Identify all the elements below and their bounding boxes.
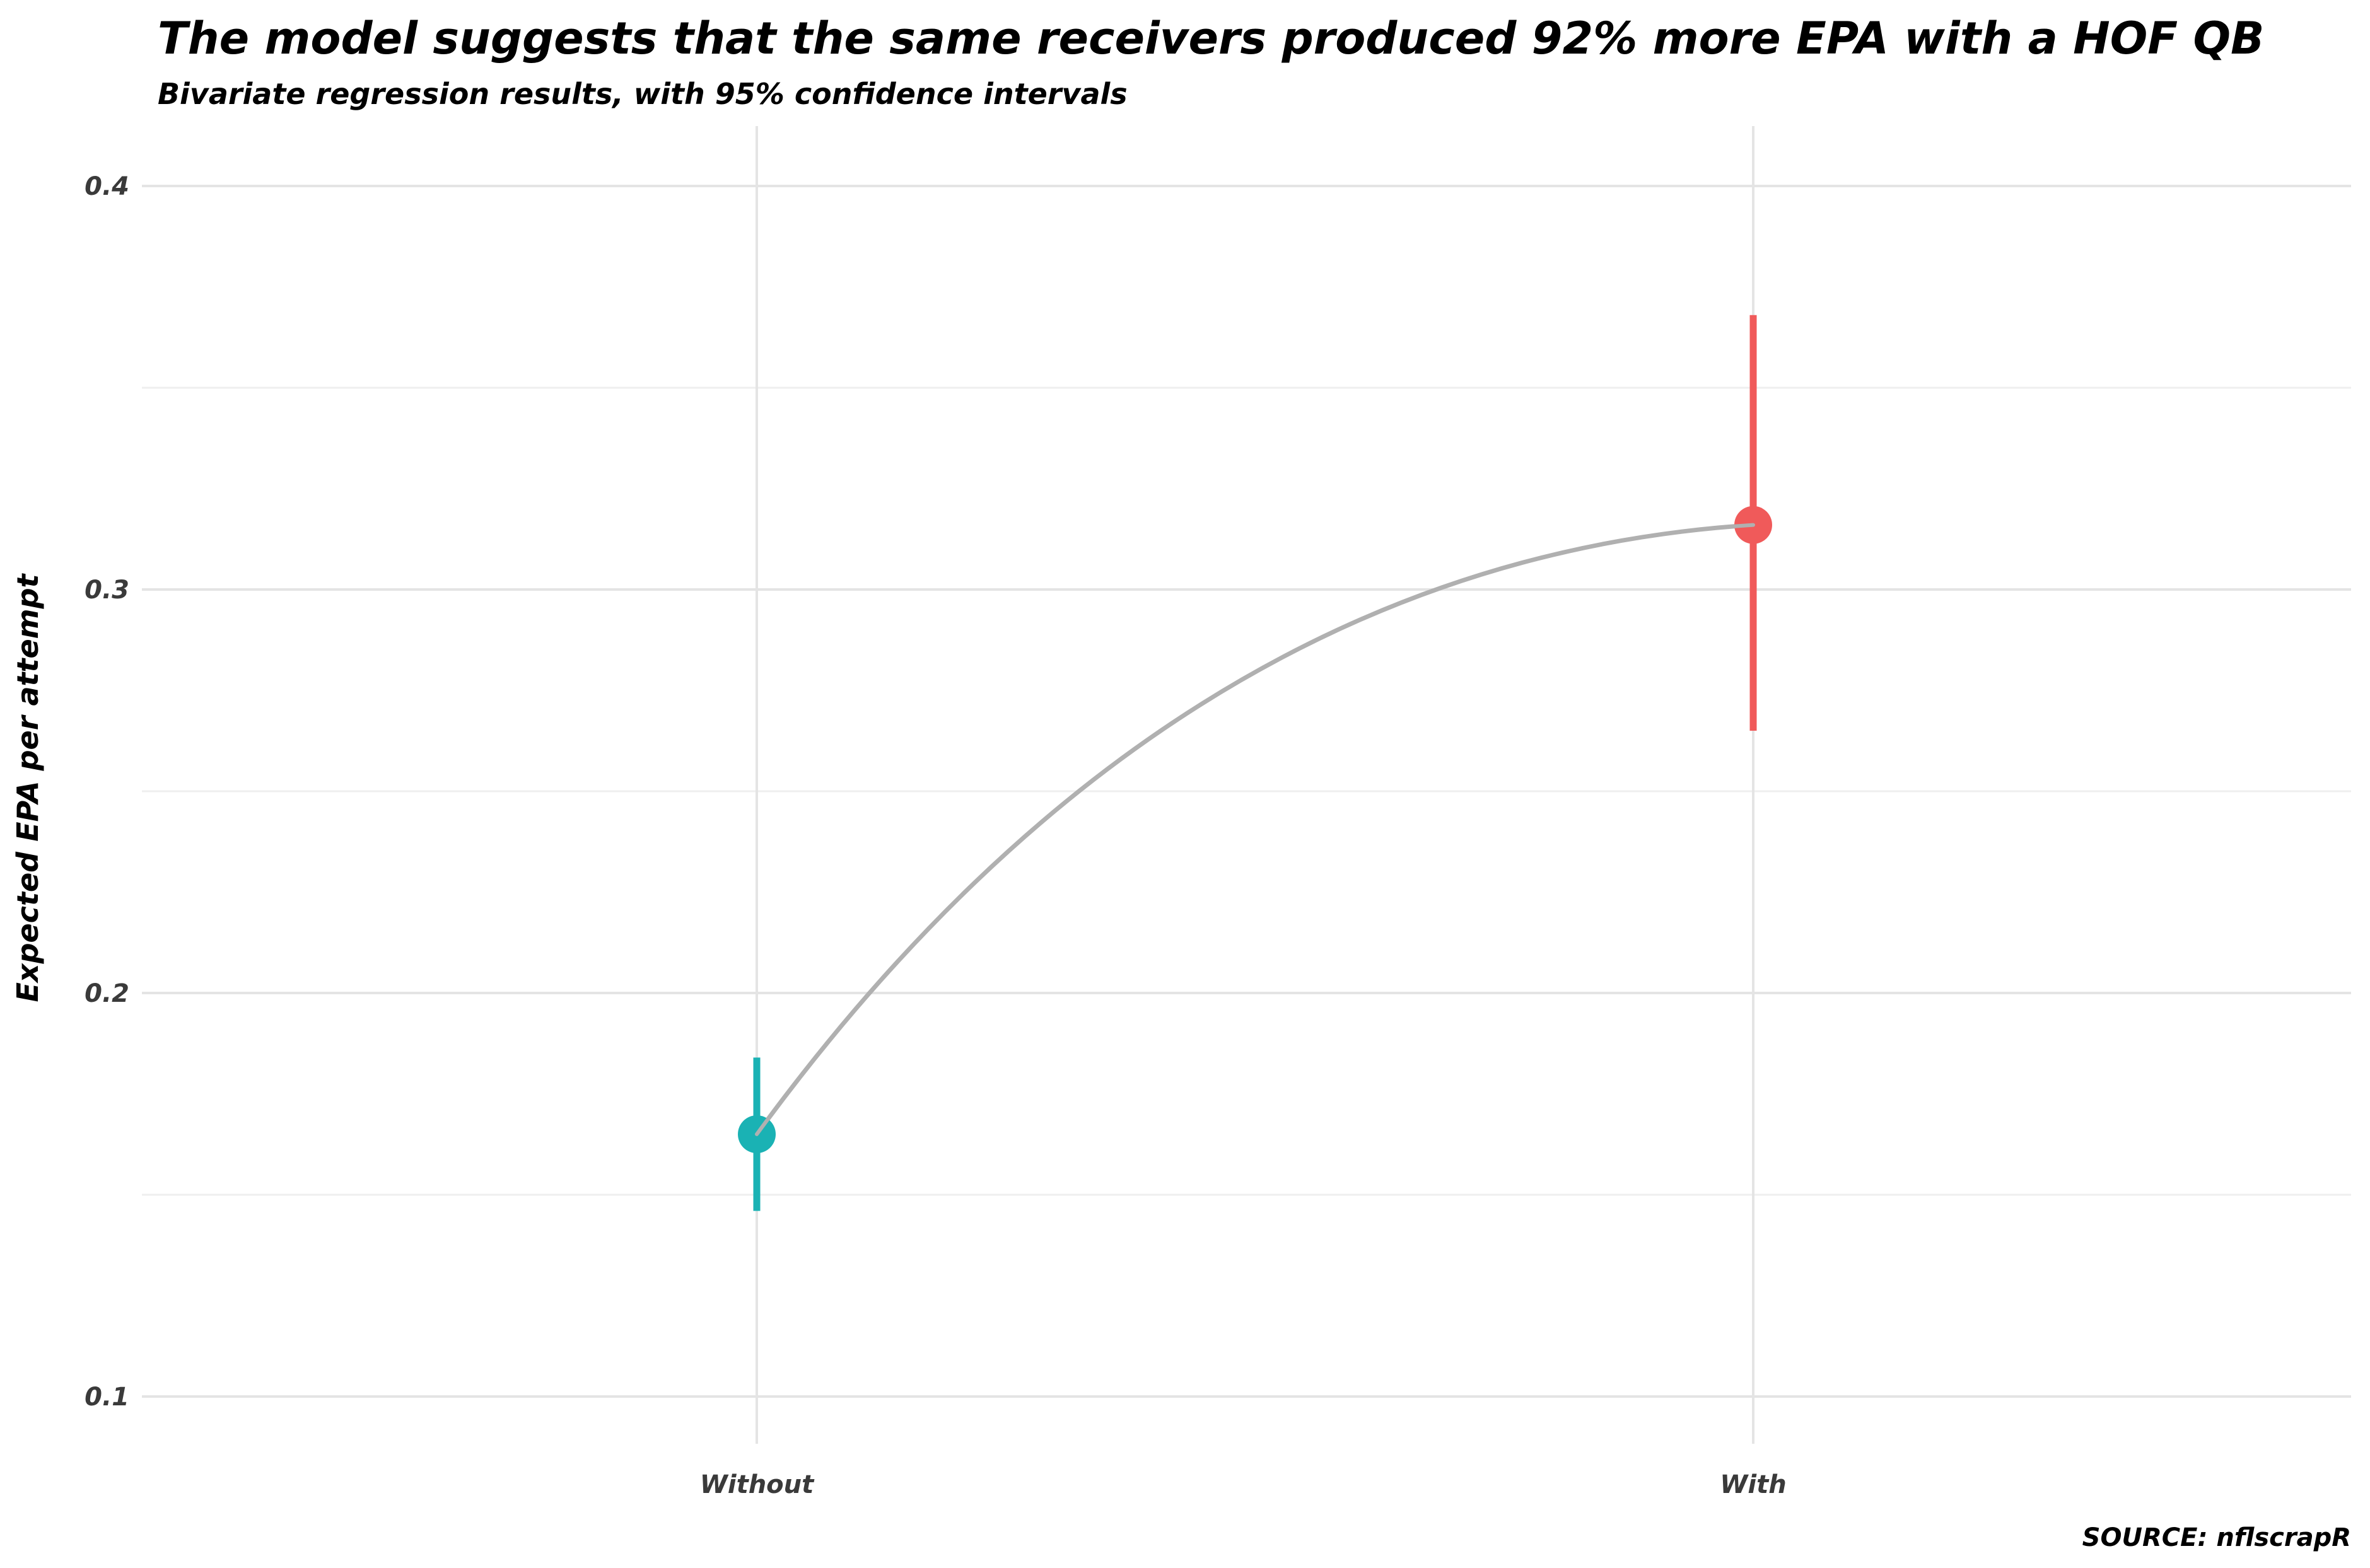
tick-labels: 0.1 0.2 0.3 0.4 Without With <box>85 172 1787 1499</box>
grid <box>142 126 2351 1444</box>
source-caption: SOURCE: nflscrapR <box>2082 1523 2351 1552</box>
y-axis-title: Expected EPA per attempt <box>11 572 45 1002</box>
connector-layer <box>754 523 1756 1137</box>
chart-title: The model suggests that the same receive… <box>158 13 2264 64</box>
y-tick-label-1: 0.2 <box>85 979 129 1008</box>
connector-line-overlay <box>755 523 1755 1136</box>
marks <box>738 315 1772 1211</box>
connector-line <box>754 523 1756 1137</box>
x-tick-label-0: Without <box>700 1470 815 1499</box>
y-tick-label-2: 0.3 <box>85 576 129 605</box>
x-tick-label-1: With <box>1720 1470 1786 1499</box>
y-tick-label-3: 0.4 <box>85 172 129 201</box>
y-tick-label-0: 0.1 <box>85 1383 129 1412</box>
chart-subtitle: Bivariate regression results, with 95% c… <box>158 77 1128 111</box>
